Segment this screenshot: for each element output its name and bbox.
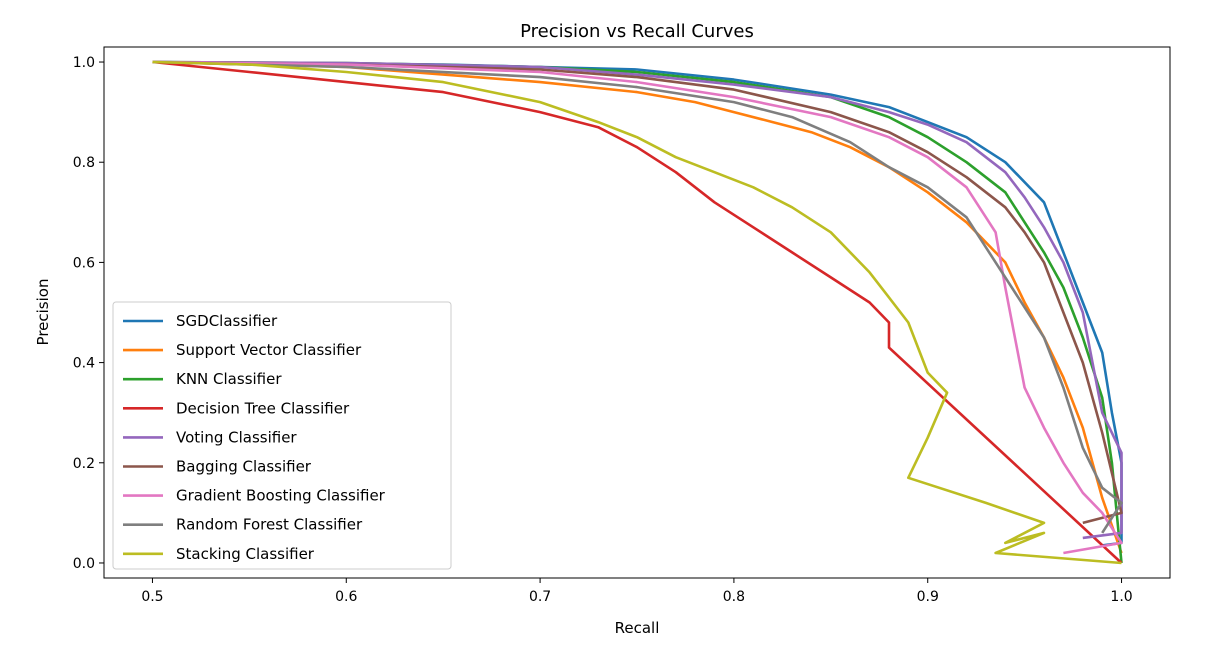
x-tick-label: 0.9 [917, 589, 939, 605]
legend: SGDClassifier Support Vector Classifier KN… [112, 301, 452, 570]
series-line-0 [152, 60, 1123, 547]
y-tick-label: 0.2 [73, 456, 95, 472]
x-tick-label: 1.0 [1110, 589, 1132, 605]
plot-frame [103, 46, 1171, 579]
chart-title: Precision vs Recall Curves [520, 21, 754, 42]
y-tick-label: 0.0 [73, 556, 95, 572]
x-axis-label: Recall [615, 619, 660, 637]
y-axis-ticks: 0.0 0.2 0.4 0.6 0.8 1.0 [73, 55, 104, 572]
x-tick-label: 0.5 [141, 589, 163, 605]
series-line-2 [152, 60, 1123, 564]
series-line-7 [152, 60, 1123, 534]
series-line-3 [152, 60, 1123, 564]
series-line-6 [152, 60, 1123, 555]
legend-label: KNN Classifier [176, 370, 282, 388]
series-line-5 [152, 60, 1123, 525]
legend-label: Gradient Boosting Classifier [176, 487, 386, 505]
series-line-4 [152, 60, 1123, 540]
legend-label: Random Forest Classifier [176, 516, 363, 534]
y-tick-label: 0.6 [73, 255, 95, 271]
x-tick-label: 0.8 [723, 589, 745, 605]
x-tick-label: 0.7 [529, 589, 551, 605]
y-axis-label: Precision [34, 279, 52, 346]
y-tick-label: 0.4 [73, 356, 95, 372]
legend-label: Decision Tree Classifier [176, 399, 350, 417]
legend-label: Voting Classifier [176, 428, 297, 446]
y-tick-label: 0.8 [73, 155, 95, 171]
curves-group [152, 60, 1123, 565]
legend-label: Stacking Classifier [176, 545, 315, 563]
series-line-8 [152, 60, 1122, 565]
x-axis-ticks: 0.5 0.6 0.7 0.8 0.9 1.0 [141, 578, 1133, 605]
legend-label: Bagging Classifier [176, 458, 312, 476]
legend-label: Support Vector Classifier [176, 341, 362, 359]
legend-box [112, 301, 452, 570]
y-tick-label: 1.0 [73, 55, 95, 71]
legend-label: SGDClassifier [176, 312, 278, 330]
x-tick-label: 0.6 [335, 589, 357, 605]
